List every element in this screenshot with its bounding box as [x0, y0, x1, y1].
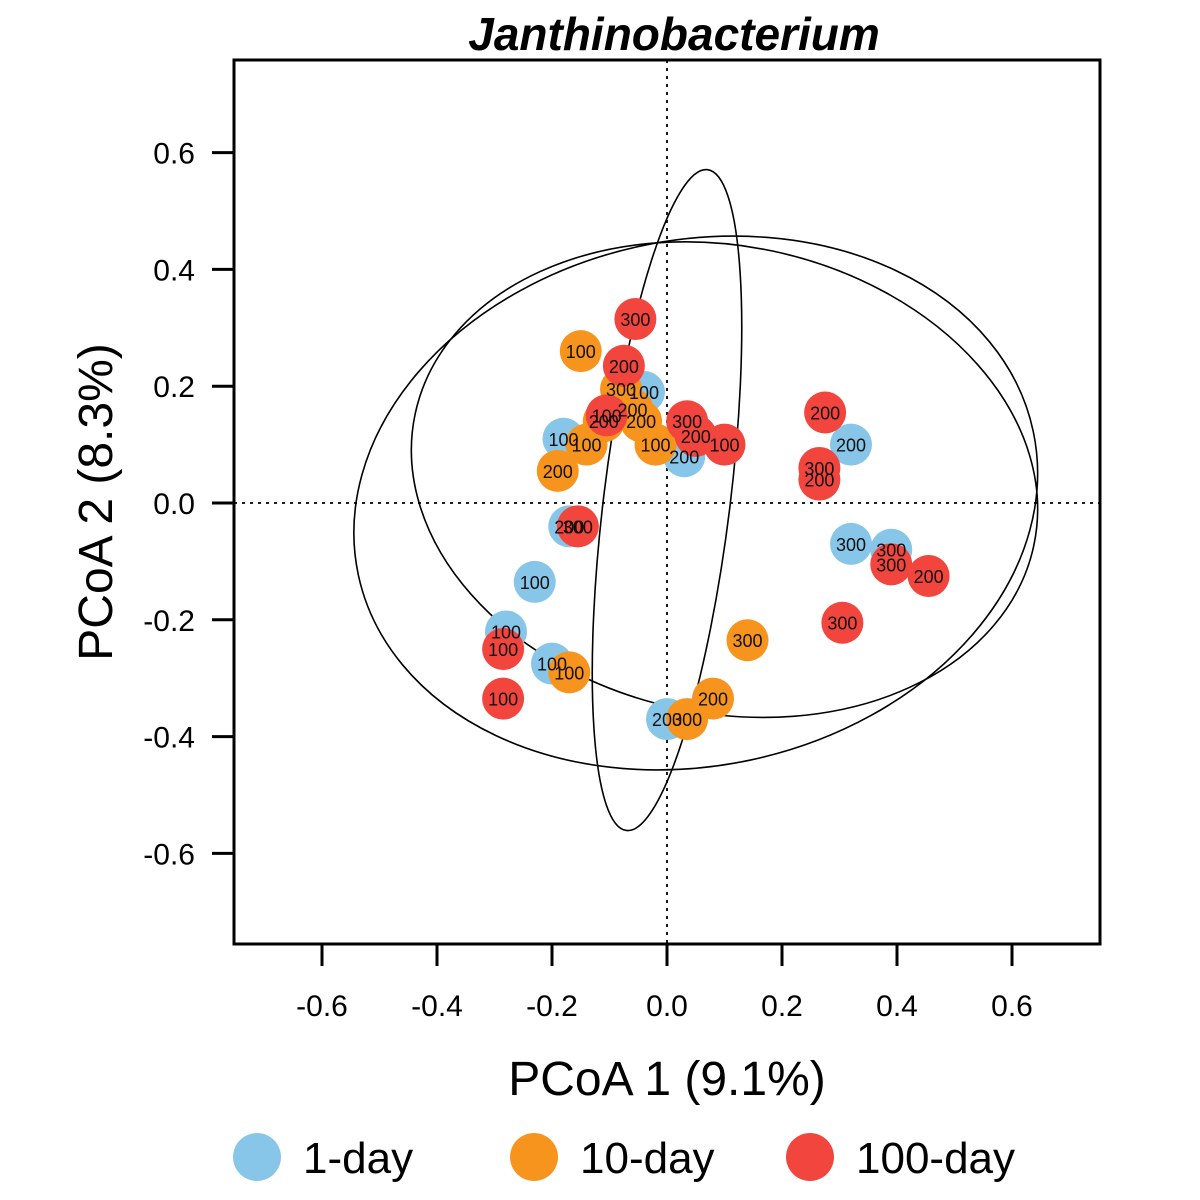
y-tick-label: 0.6 [153, 138, 195, 171]
x-tick-label: 0.6 [991, 990, 1033, 1023]
point-100-day [482, 677, 525, 720]
point-label: 300 [827, 614, 857, 634]
legend-marker-1-day [233, 1133, 281, 1181]
point-10-day [559, 330, 602, 373]
y-tick-label: 0.4 [153, 254, 195, 287]
confidence-ellipse-1 [591, 168, 743, 832]
point-100-day [907, 555, 950, 597]
point-label: 100 [629, 383, 659, 403]
point-label: 200 [617, 401, 647, 421]
y-tick-label: -0.2 [143, 605, 195, 638]
point-label: 200 [626, 412, 656, 432]
confidence-ellipse-2 [353, 235, 1039, 771]
point-label: 200 [681, 427, 711, 447]
x-axis-title: PCoA 1 (9.1%) [508, 1053, 825, 1106]
legend-label-100-day: 100-day [856, 1134, 1015, 1183]
point-label: 200 [543, 462, 573, 482]
legend-label-1-day: 1-day [303, 1134, 413, 1183]
point-100-day [482, 628, 525, 670]
reference-lines [234, 60, 1100, 944]
point-10-day [565, 423, 608, 466]
point-100-day [804, 391, 847, 434]
legend-marker-10-day [510, 1133, 558, 1181]
point-label: 300 [876, 555, 906, 575]
point-label: 200 [669, 447, 699, 467]
point-label: 300 [672, 710, 702, 730]
x-tick-label: -0.2 [526, 990, 578, 1023]
point-label: 100 [592, 406, 622, 426]
y-axis-title: PCoA 2 (8.3%) [70, 343, 123, 660]
x-tick-label: 0.2 [761, 990, 803, 1023]
point-label: 300 [804, 459, 834, 479]
point-label: 300 [876, 541, 906, 561]
point-label: 100 [488, 640, 518, 660]
point-label: 300 [563, 517, 593, 537]
point-100-day [821, 601, 864, 644]
point-10-day [726, 619, 769, 662]
point-label: 200 [804, 471, 834, 491]
point-100-day [585, 394, 628, 437]
point-label: 100 [640, 436, 670, 456]
point-1-day [513, 560, 556, 603]
point-100-day [798, 458, 841, 501]
point-label: 300 [836, 535, 866, 555]
point-label: 100 [571, 436, 601, 456]
point-label: 100 [520, 573, 550, 593]
point-label: 100 [566, 342, 596, 362]
y-axis-ticks: -0.6 -0.4 -0.2 0.0 0.2 0.4 0.6 [143, 138, 234, 871]
y-tick-label: 0.0 [153, 488, 195, 521]
point-label: 200 [554, 517, 584, 537]
point-1-day [830, 423, 872, 466]
y-tick-label: 0.2 [153, 371, 195, 404]
point-label: 200 [589, 412, 619, 432]
point-label: 300 [620, 310, 650, 330]
point-label: 300 [606, 380, 636, 400]
y-tick-label: -0.4 [143, 722, 195, 755]
point-1-day [830, 522, 872, 565]
point-label: 300 [732, 631, 762, 651]
x-tick-label: 0.0 [646, 990, 688, 1023]
point-label: 100 [709, 436, 739, 456]
point-10-day [634, 423, 677, 466]
point-label: 100 [554, 663, 584, 683]
point-label: 200 [609, 357, 639, 377]
point-10-day [666, 698, 709, 741]
y-tick-label: -0.6 [143, 838, 195, 871]
point-10-day [536, 449, 579, 492]
point-label: 200 [698, 690, 728, 710]
point-10-day [548, 651, 591, 694]
point-label: 100 [548, 430, 578, 450]
legend-label-10-day: 10-day [580, 1134, 715, 1183]
legend-marker-100-day [786, 1133, 834, 1181]
x-tick-label: -0.4 [411, 990, 463, 1023]
point-100-day [870, 543, 913, 586]
point-label: 300 [672, 412, 702, 432]
point-100-day [602, 344, 645, 387]
x-axis-ticks: -0.6 -0.4 -0.2 0.0 0.2 0.4 0.6 [296, 944, 1033, 1023]
point-label: 100 [491, 622, 521, 642]
legend: 1-day 10-day 100-day [233, 1133, 1015, 1183]
point-label: 100 [488, 690, 518, 710]
point-label: 200 [652, 710, 682, 730]
x-tick-label: 0.4 [876, 990, 918, 1023]
point-label: 200 [914, 567, 944, 587]
point-label: 200 [836, 436, 866, 456]
point-label: 100 [537, 655, 567, 675]
point-100-day [703, 423, 746, 466]
x-tick-label: -0.6 [296, 990, 348, 1023]
point-100-day [614, 298, 657, 341]
point-label: 200 [810, 403, 840, 423]
chart-title: Janthinobacterium [468, 8, 880, 60]
point-100-day [556, 505, 599, 548]
